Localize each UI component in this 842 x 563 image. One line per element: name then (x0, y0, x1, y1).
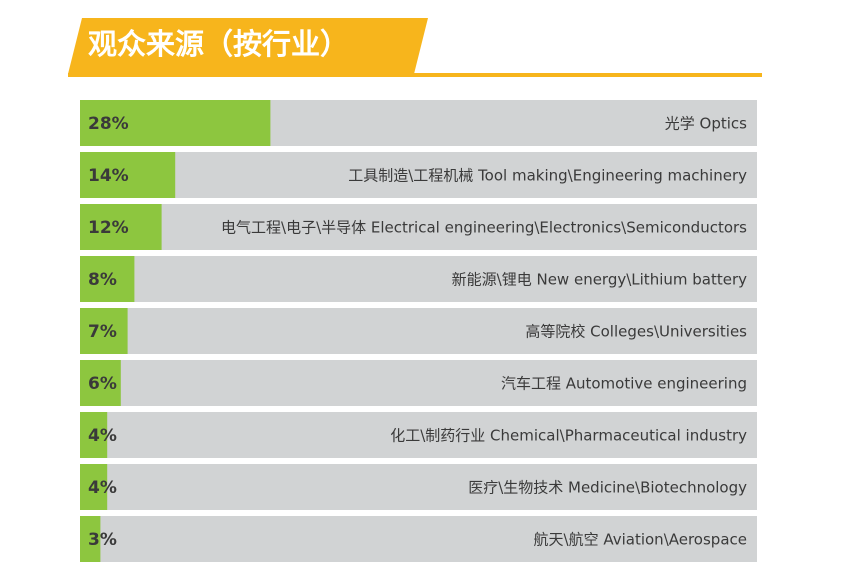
category-label: 汽车工程 Automotive engineering (501, 375, 747, 393)
value-label: 7% (88, 322, 117, 342)
category-label: 工具制造\工程机械 Tool making\Engineering machin… (348, 167, 747, 185)
bar-track (80, 152, 757, 198)
bar (80, 464, 108, 510)
bar-track (80, 256, 757, 302)
value-label: 12% (88, 218, 129, 238)
bar (80, 204, 162, 250)
bar-track (80, 204, 757, 250)
bar-track (80, 360, 757, 406)
bar-track (80, 412, 757, 458)
value-label: 28% (88, 114, 129, 134)
value-label: 8% (88, 270, 117, 290)
value-label: 14% (88, 166, 129, 186)
category-label: 航天\航空 Aviation\Aerospace (534, 531, 747, 549)
value-label: 4% (88, 478, 117, 498)
title-banner (68, 18, 428, 74)
value-label: 4% (88, 426, 117, 446)
category-label: 新能源\锂电 New energy\Lithium battery (452, 271, 747, 289)
value-label: 3% (88, 530, 117, 550)
bar (80, 516, 101, 562)
bar (80, 152, 176, 198)
bar (80, 308, 128, 354)
category-label: 光学 Optics (665, 115, 747, 133)
category-label: 医疗\生物技术 Medicine\Biotechnology (468, 479, 747, 497)
category-label: 电气工程\电子\半导体 Electrical engineering\Elect… (221, 219, 747, 237)
bar-track (80, 308, 757, 354)
bar (80, 256, 135, 302)
value-label: 6% (88, 374, 117, 394)
bar (80, 100, 271, 146)
bar (80, 360, 121, 406)
title-underline (68, 73, 762, 77)
category-label: 化工\制药行业 Chemical\Pharmaceutical industry (390, 427, 747, 445)
bar-track (80, 464, 757, 510)
bar-track (80, 516, 757, 562)
chart-title: 观众来源（按行业） (88, 27, 349, 61)
bar (80, 412, 108, 458)
category-label: 高等院校 Colleges\Universities (525, 323, 747, 341)
